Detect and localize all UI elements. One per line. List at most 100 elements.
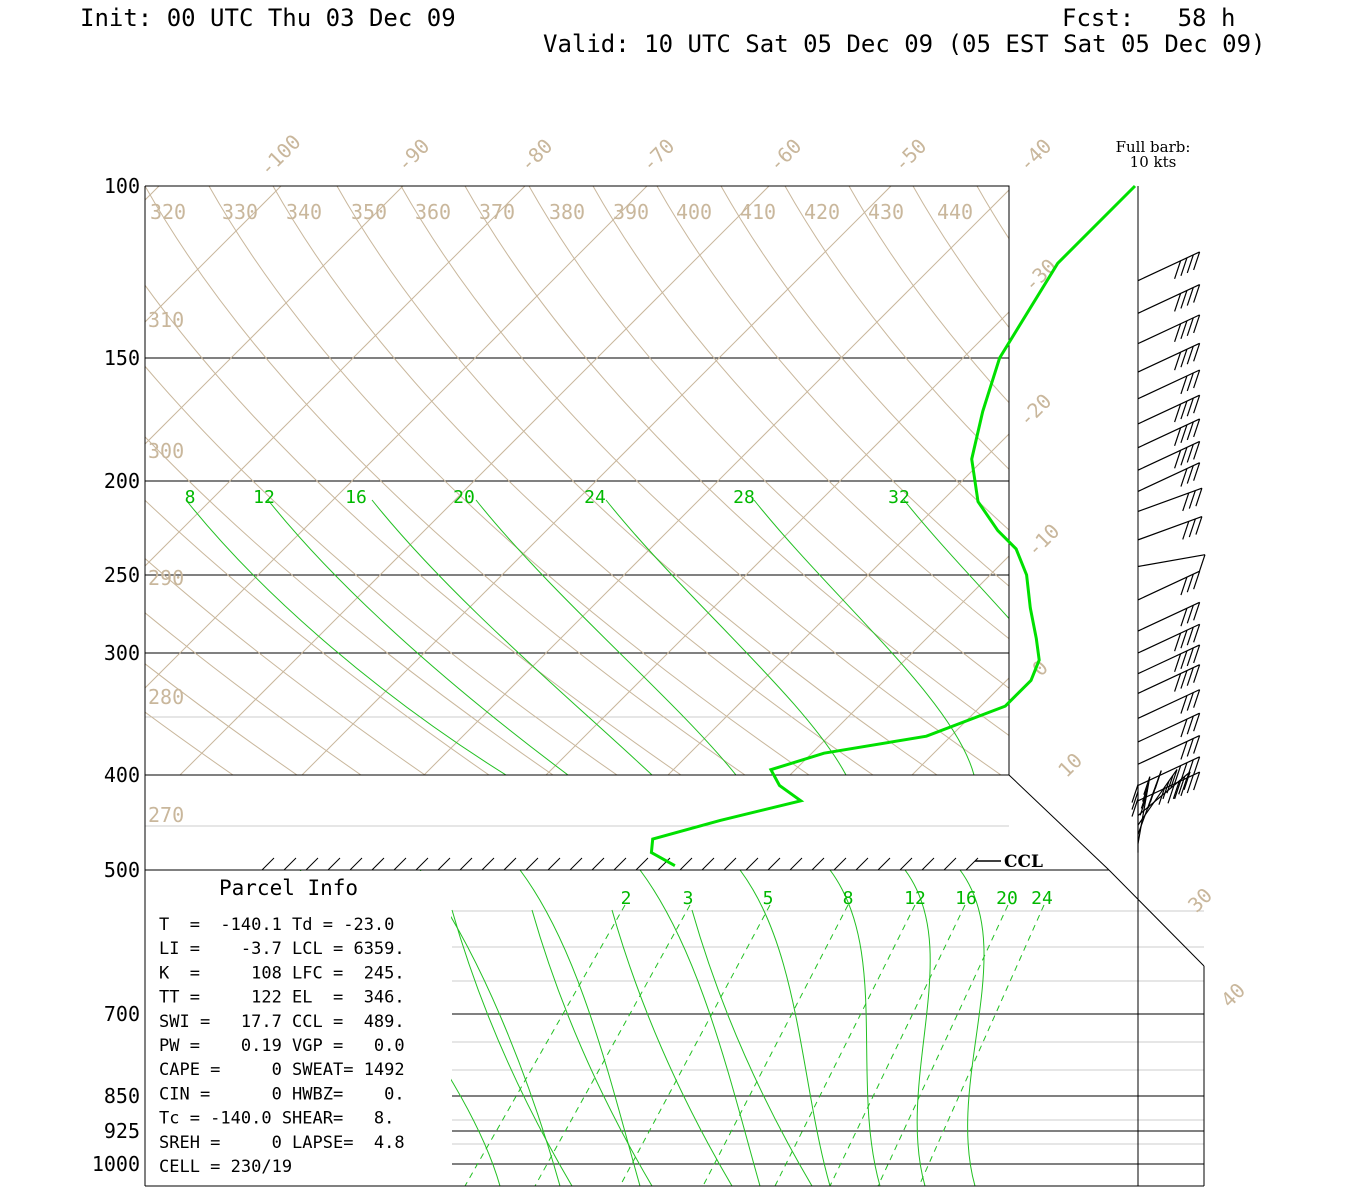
mixing-ratio-label: 5 [763,888,774,909]
barb-flag [1131,791,1139,810]
barb-flag [1182,521,1190,540]
hatch-mark [789,857,803,871]
parcel-info-row: CELL = 230/19 [159,1157,292,1177]
barb-flag [1180,349,1188,368]
barb-flag [1193,369,1201,389]
barb-staff [1137,644,1200,675]
dry-adiabat [145,612,362,775]
wind-barb [1137,440,1201,471]
wind-barb [1137,487,1203,513]
mixing-ratio-label: 12 [904,888,926,909]
theta-label: 370 [479,200,515,224]
barb-flag [1186,647,1194,667]
barb-flag [1180,375,1188,395]
isotherm-label: -20 [1014,389,1057,432]
barb-flag [1193,771,1201,791]
barb-flag [1186,444,1194,463]
hatch-mark [327,857,341,871]
barb-flag [1180,777,1188,797]
wind-barb [1137,251,1201,282]
hatch-mark [459,857,473,871]
barb-flag [1174,293,1182,312]
parcel-info-row: PW = 0.19 VGP = 0.0 [159,1036,405,1056]
forecast-hour-label: Fcst: 58 h [1062,4,1236,32]
moist-adiabat-label: 28 [733,487,755,508]
mixing-ratio-line [464,904,626,1186]
hatch-mark [899,857,913,871]
barb-flag [1180,257,1188,277]
dry-adiabat [592,186,1009,640]
isotherm-label: 30 [1183,883,1217,917]
mixing-ratio-label: 3 [683,888,694,909]
theta-label: 360 [415,200,451,224]
chart-frame [144,185,1205,1187]
hatch-mark [437,857,451,871]
barb-flag [1193,441,1201,460]
barb-flag [1186,738,1194,757]
wind-barb-column [1131,251,1206,853]
parcel-info-bg [146,871,451,1185]
hatch-mark [767,857,781,871]
barb-flag [1180,695,1188,714]
barb-flag [1174,450,1182,469]
theta-label: 330 [222,200,258,224]
barb-flag [1166,774,1174,794]
dry-adiabat [145,499,490,775]
moist-adiabat-label: 16 [345,487,367,508]
barb-flag [1186,421,1194,441]
barb-flag [1193,394,1201,414]
hatch-mark [547,857,561,871]
parcel-info-row: Tc = -140.0 SHEAR= 8. [159,1109,394,1129]
isotherm-line [0,186,37,775]
dry-adiabat [145,557,426,775]
barb-flag [1193,418,1201,438]
dry-adiabat [451,909,573,1186]
dry-adiabat [1105,186,1350,775]
dry-adiabat [848,186,1009,404]
isotherm-label: -60 [764,134,807,177]
barb-flag [1174,673,1182,692]
wind-barb [1137,776,1151,844]
moist-adiabat [739,870,831,1186]
barb-flag [1172,780,1180,800]
hatch-mark [965,857,979,871]
parcel-info-row: CAPE = 0 SWEAT= 1492 [159,1060,405,1080]
barb-flag [1180,741,1188,760]
barb-staff [1137,570,1200,601]
grid-lines [0,186,1350,1186]
wind-barb [1137,601,1201,632]
barb-staff [1137,394,1200,425]
barb-staff [1137,623,1200,654]
theta-label: 410 [740,200,776,224]
moist-adiabat [959,870,985,1186]
isotherm-label: -40 [1014,134,1057,177]
isotherm-label: -50 [889,134,932,177]
dry-adiabat [1041,186,1350,775]
barb-flag [1180,290,1188,309]
barb-flag [1186,287,1194,306]
wind-barb [1137,769,1178,826]
dry-adiabat [912,186,1009,329]
barb-flag [1162,780,1170,800]
barb-flag [1180,608,1188,627]
hatch-mark [525,857,539,871]
mixing-ratio-label: 16 [955,888,977,909]
barb-flag [1186,605,1194,624]
wind-barb [1137,394,1201,425]
barb-staff [1137,418,1200,449]
moist-adiabat-label: 32 [888,487,910,508]
isotherm-label: -80 [515,134,558,177]
wind-barb [1137,623,1201,654]
wind-barb [1137,516,1203,541]
valid-time-label: Valid: 10 UTC Sat 05 Dec 09 (05 EST Sat … [543,30,1266,58]
barb-flag [1174,427,1182,446]
moist-adiabat [605,499,847,775]
frame-diagonal [1108,869,1205,967]
isotherm-label: 10 [1053,748,1087,782]
mixing-ratio-line [702,904,849,1186]
hatch-mark [393,857,407,871]
hatch-mark [745,857,759,871]
isotherm-line [145,186,404,445]
barb-flag [1193,462,1201,481]
mixing-ratio-label: 20 [996,888,1018,909]
